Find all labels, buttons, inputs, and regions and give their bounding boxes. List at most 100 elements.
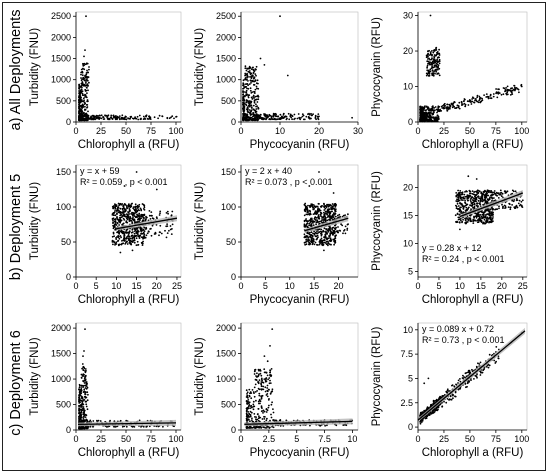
data-point	[247, 87, 250, 90]
data-point	[434, 106, 437, 108]
data-point	[308, 213, 311, 216]
y-axis-label-turbidity-fnu: Turbidity (FNU)	[29, 337, 41, 415]
plot-area	[75, 11, 182, 123]
data-point	[83, 62, 86, 65]
data-point	[258, 114, 261, 117]
data-point	[333, 243, 335, 246]
data-point	[487, 199, 490, 202]
data-point	[140, 215, 142, 218]
data-point	[255, 113, 258, 115]
data-point	[80, 99, 83, 101]
data-point	[78, 390, 81, 393]
x-axis-label-phycocyanin-rfu: Phycocyanin (RFU)	[250, 447, 350, 459]
data-point	[83, 399, 86, 401]
data-point	[498, 205, 500, 208]
data-point	[253, 386, 256, 389]
data-point	[245, 419, 248, 422]
x-axis-label-phycocyanin-rfu: Phycocyanin (RFU)	[250, 139, 350, 151]
data-point	[272, 115, 275, 118]
x-axis-label-chlorophyll-a-rfu: Chlorophyll a (RFU)	[422, 139, 524, 151]
data-point	[244, 83, 247, 85]
data-point	[446, 109, 449, 112]
data-point	[319, 213, 322, 216]
data-point	[323, 241, 326, 244]
y-axis-label-phycocyanin-rfu: Phycocyanin (RFU)	[371, 171, 383, 271]
data-point	[317, 221, 319, 224]
data-point	[150, 214, 153, 217]
data-point	[158, 231, 161, 234]
data-point	[327, 208, 329, 211]
data-point	[92, 426, 94, 428]
data-point	[508, 89, 510, 92]
data-point	[250, 82, 252, 84]
data-point	[512, 200, 515, 203]
data-point	[520, 85, 523, 88]
data-point	[427, 52, 429, 55]
data-point	[242, 118, 244, 121]
data-point	[334, 203, 336, 205]
data-point	[83, 367, 86, 370]
x-tick-label: 0	[238, 126, 243, 136]
data-point	[457, 205, 460, 207]
data-point	[326, 219, 329, 222]
data-point	[81, 114, 84, 117]
data-point	[161, 115, 164, 117]
data-point	[312, 238, 315, 241]
data-point	[136, 240, 139, 243]
data-point	[481, 200, 484, 203]
y-tick-label: 1000	[51, 75, 71, 85]
data-point	[118, 224, 120, 226]
data-point	[170, 116, 172, 119]
x-tick-label: 2.5	[263, 434, 276, 444]
data-point	[464, 219, 467, 222]
data-point	[481, 197, 484, 200]
data-point	[461, 220, 464, 223]
data-point	[79, 95, 82, 97]
data-point	[81, 405, 83, 408]
data-point	[433, 56, 436, 59]
data-point	[320, 215, 322, 218]
data-point	[120, 230, 123, 233]
data-point	[127, 215, 130, 218]
data-point	[342, 232, 344, 235]
data-point	[487, 217, 490, 220]
data-point	[311, 220, 313, 223]
x-tick-label: 20	[152, 281, 162, 291]
data-point	[488, 211, 491, 214]
data-point	[127, 234, 130, 236]
data-point	[309, 235, 312, 238]
data-point	[165, 236, 168, 239]
data-point	[269, 379, 271, 382]
data-point	[334, 215, 337, 218]
data-point	[246, 75, 249, 77]
data-point	[260, 388, 262, 391]
data-point	[470, 192, 472, 195]
data-point	[267, 399, 270, 401]
data-point	[125, 419, 128, 422]
data-point	[266, 387, 269, 389]
data-point	[479, 201, 482, 203]
data-point	[256, 117, 259, 120]
data-point	[481, 217, 484, 220]
data-point	[509, 94, 512, 96]
data-point	[318, 220, 321, 223]
data-point	[255, 418, 257, 421]
data-point	[467, 218, 470, 221]
figure-border	[2, 2, 546, 471]
data-point	[119, 207, 122, 210]
data-point	[263, 368, 266, 371]
data-point	[262, 412, 264, 414]
regression-equation: y = 2 x + 40	[245, 166, 292, 176]
data-point	[242, 98, 245, 101]
data-point	[316, 210, 318, 213]
data-point	[457, 192, 460, 194]
data-point	[80, 96, 82, 99]
data-point	[428, 62, 431, 65]
data-point	[118, 221, 121, 223]
data-point	[334, 237, 337, 240]
data-point	[324, 424, 326, 427]
data-point	[327, 230, 330, 233]
data-point	[78, 107, 80, 109]
data-point	[438, 67, 441, 70]
data-point	[254, 391, 257, 393]
